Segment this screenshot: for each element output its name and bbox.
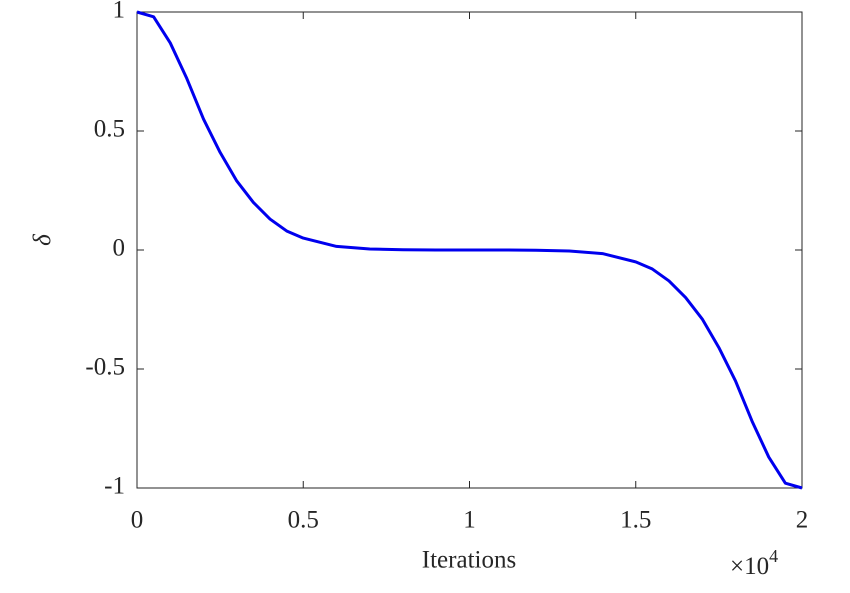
- y-tick-label: -0.5: [85, 354, 125, 381]
- x-multiplier: ×104: [730, 546, 778, 580]
- x-tick-label: 1: [463, 507, 476, 534]
- data-line: [136, 10, 803, 490]
- y-tick-label: 0.5: [94, 116, 125, 143]
- x-axis-label: Iterations: [422, 547, 516, 574]
- x-tick-label: 1.5: [620, 507, 651, 534]
- y-tick-label: 1: [113, 0, 126, 24]
- x-tick-label: 0: [131, 507, 144, 534]
- x-tick-label: 2: [796, 507, 809, 534]
- x-tick-label: 0.5: [288, 507, 319, 534]
- x-multiplier-base: ×10: [730, 553, 769, 580]
- x-multiplier-exponent: 4: [769, 546, 778, 566]
- y-tick-label: -1: [104, 473, 125, 500]
- y-tick-label: 0: [113, 235, 126, 262]
- y-axis-label: δ: [30, 234, 57, 246]
